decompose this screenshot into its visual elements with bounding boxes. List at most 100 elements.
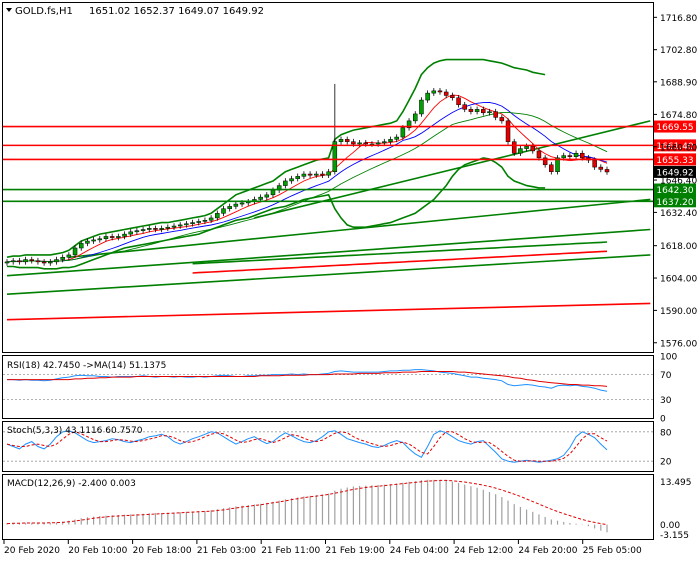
- level-label-box: [654, 120, 696, 133]
- candle: [295, 176, 300, 179]
- candle: [561, 155, 566, 159]
- chart-header: GOLD.fs,H1 1651.02 1652.37 1649.07 1649.…: [6, 6, 264, 17]
- candle: [17, 260, 22, 263]
- stoch-label: Stoch(5,3,3) 43.1116 60.7570: [7, 426, 143, 436]
- candle: [474, 109, 480, 112]
- level-label-box: [654, 183, 696, 196]
- y-tick-label: 1688.90: [660, 78, 697, 88]
- level-label: 1642.30: [656, 186, 693, 196]
- candle: [128, 231, 133, 235]
- rsi-y-tick-label: 30: [660, 396, 672, 406]
- ohlc-values: 1651.02 1652.37 1649.07 1649.92: [89, 6, 264, 17]
- candle: [573, 152, 579, 157]
- candle: [190, 222, 195, 224]
- y-tick-label: 1618.00: [660, 242, 697, 252]
- candle: [215, 213, 220, 219]
- candle: [357, 142, 362, 145]
- rsi-y-tick-label: 70: [660, 371, 672, 381]
- candle: [289, 178, 294, 182]
- candle: [4, 261, 10, 264]
- candle: [332, 141, 338, 172]
- current-price-label: 1649.92: [656, 168, 693, 178]
- level-label-box: [654, 139, 696, 152]
- candle: [406, 120, 412, 129]
- candle: [196, 221, 202, 223]
- candle: [338, 139, 344, 142]
- candle: [54, 259, 59, 263]
- candle: [10, 260, 16, 263]
- macd-panel-frame: [2, 474, 654, 540]
- candle: [184, 223, 189, 226]
- y-tick-label: 1576.00: [660, 339, 697, 349]
- candle: [437, 90, 443, 93]
- stoch-y-tick-label: 20: [660, 458, 672, 468]
- macd-y-tick-label: 13.495: [660, 478, 692, 488]
- candle: [66, 254, 72, 258]
- candle: [351, 141, 356, 145]
- y-tick-label: 1674.80: [660, 111, 697, 121]
- candle: [549, 164, 554, 172]
- candle: [35, 260, 41, 263]
- y-tick-label: 1604.00: [660, 275, 697, 285]
- level-label-box: [654, 195, 696, 208]
- candle: [481, 109, 486, 114]
- level-label: 1637.20: [656, 198, 693, 208]
- candle: [580, 152, 585, 159]
- candle: [493, 111, 498, 118]
- rsi-y-tick-label: 0: [660, 415, 666, 425]
- candle: [468, 109, 474, 112]
- candle: [177, 224, 183, 227]
- rsi-label: RSI(18) 42.7450 ->MA(14) 51.1375: [7, 361, 166, 371]
- candle: [97, 238, 103, 241]
- candle: [165, 226, 171, 229]
- candle: [171, 225, 177, 228]
- axes: 1669.55 1661.40 1655.33 1642.30 1637.20 1649.…: [3, 14, 697, 556]
- candle: [511, 141, 517, 154]
- candle: [134, 230, 140, 233]
- candle: [604, 169, 610, 173]
- dropdown-arrow-icon[interactable]: [6, 8, 12, 12]
- stoch-panel-frame: [2, 421, 654, 472]
- candle: [227, 206, 232, 209]
- candle: [394, 136, 399, 140]
- candle: [431, 90, 437, 94]
- candle: [462, 104, 467, 110]
- y-tick-label: 1632.40: [660, 209, 697, 219]
- x-tick-label: 20 Feb 2020: [4, 546, 60, 556]
- candle: [388, 139, 393, 142]
- candle: [326, 171, 331, 176]
- moving-average-line: [192, 241, 608, 265]
- y-tick-label: 1716.80: [660, 14, 697, 24]
- candle: [314, 173, 319, 176]
- candle: [60, 256, 65, 260]
- stoch-series-signal: [6, 431, 608, 462]
- candle: [456, 97, 461, 105]
- candle: [412, 113, 418, 122]
- candle: [270, 189, 276, 196]
- candle: [283, 180, 288, 186]
- candle: [122, 233, 127, 237]
- level-label: 1655.33: [656, 156, 693, 166]
- candle: [592, 159, 597, 168]
- trend-line: [68, 198, 651, 259]
- candle: [505, 120, 511, 142]
- candle: [567, 155, 573, 157]
- x-tick-label: 24 Feb 20:00: [518, 546, 577, 556]
- candle: [91, 239, 96, 242]
- candle: [202, 220, 208, 222]
- short-moving-average: [6, 94, 608, 263]
- x-tick-label: 20 Feb 18:00: [133, 546, 192, 556]
- short-moving-average: [6, 111, 608, 263]
- macd-chart: [6, 479, 608, 533]
- candle: [598, 166, 604, 170]
- macd-signal-line: [6, 479, 608, 526]
- candle: [443, 91, 449, 96]
- bollinger-band: [6, 58, 546, 258]
- candle: [542, 157, 548, 166]
- candle: [425, 92, 430, 101]
- candle: [239, 202, 245, 205]
- rsi-panel-frame: [2, 355, 654, 419]
- candle: [116, 236, 121, 238]
- candle: [400, 127, 406, 138]
